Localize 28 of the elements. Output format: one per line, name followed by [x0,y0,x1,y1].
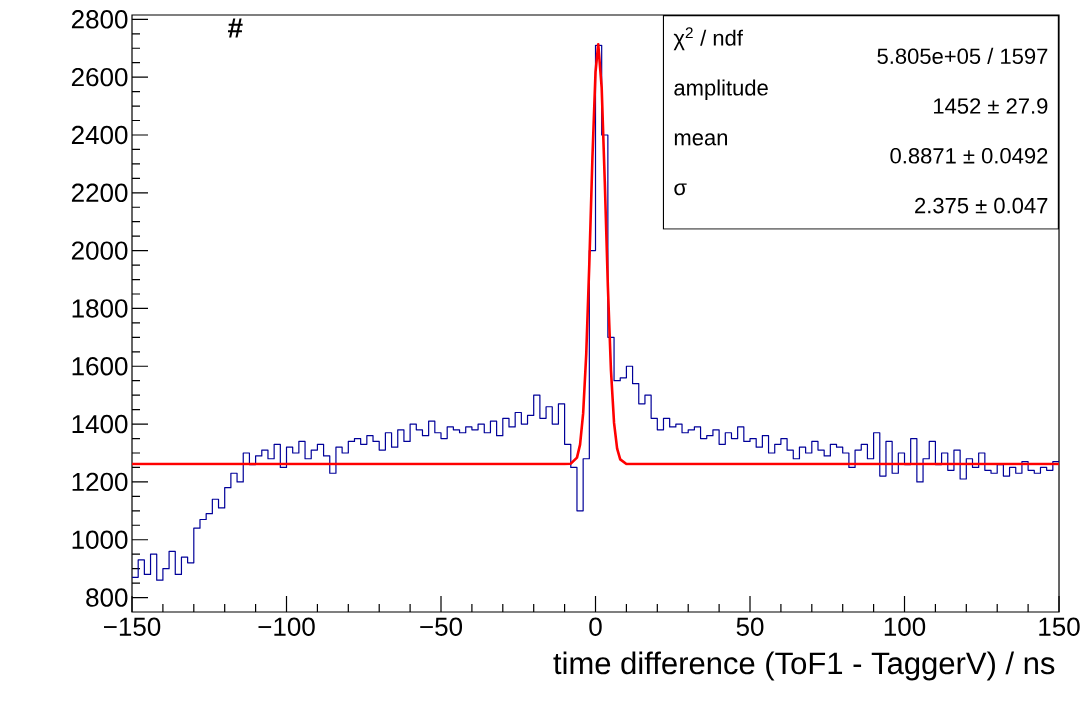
annotation: mean [674,133,727,146]
annotation: 0.8871 ± 0.0492 [890,148,1048,164]
x-tick-label: 0 [589,617,602,636]
x-tick-label: −150 [104,617,161,636]
x-tick-label: −50 [420,617,463,636]
y-tick-label: 2200 [71,183,128,202]
y-tick-label: 1200 [72,472,128,492]
x-tick-label: 150 [1039,617,1080,636]
y-tick-label: 1400 [72,414,128,434]
y-tick-label: 800 [86,588,128,607]
y-tick-label: 1800 [72,299,128,318]
y-tick-label: 2600 [71,67,128,87]
y-tick-label: 1600 [72,357,128,376]
annotation: χ$^{2}$ / ndf [673,27,743,51]
annotation: 5.805e+05 / 1597 [877,47,1048,65]
annotation: σ [674,183,687,196]
y-tick-label: 2400 [71,125,128,145]
annotation: amplitude [674,79,768,100]
x-tick-label: 100 [884,617,926,636]
y-tick-label: 2000 [71,241,128,260]
annotation: 1452 ± 27.9 [934,98,1048,114]
x-tick-label: 50 [736,617,764,636]
annotation: 2.375 ± 0.047 [915,197,1048,214]
y-axis-title: # [227,18,243,38]
x-tick-label: −100 [258,617,315,636]
y-tick-label: 1000 [72,530,128,549]
y-tick-label: 2800 [71,10,128,29]
x-axis-title: time difference (ToF1 - TaggerV) / ns [553,651,1055,681]
